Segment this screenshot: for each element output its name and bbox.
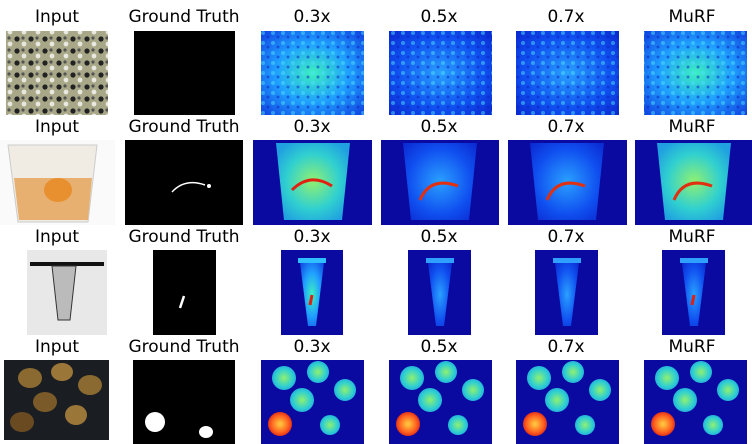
heatmap	[508, 140, 627, 225]
column-label: Input	[35, 227, 79, 247]
column-label: Input	[35, 7, 79, 27]
column-label: 0.5x	[420, 117, 457, 137]
column-label: 0.5x	[420, 227, 457, 247]
heatmap	[644, 360, 747, 444]
input-image	[6, 31, 108, 115]
row-4: Input Ground Truth 0.3x 0.5x 0.7x MuRF	[4, 337, 747, 444]
column-label: 0.3x	[293, 7, 330, 27]
ground-truth-image	[125, 140, 243, 225]
heatmap	[516, 360, 619, 444]
heatmap	[261, 360, 364, 444]
row-3: Input Ground Truth 0.3x 0.5x 0.7x MuRF	[27, 227, 725, 335]
column-label: Ground Truth	[128, 117, 239, 137]
column-label: 0.7x	[547, 117, 584, 137]
heatmap	[408, 250, 471, 335]
column-label: 0.7x	[547, 337, 584, 357]
heatmap	[662, 250, 725, 335]
heatmap	[644, 31, 747, 115]
column-label: 0.7x	[547, 7, 584, 27]
row-1: Input Ground Truth 0.3x 0.5x 0.7x MuRF	[6, 7, 747, 115]
column-label: MuRF	[668, 227, 715, 247]
input-image	[27, 250, 107, 335]
heatmap	[389, 360, 492, 444]
ground-truth-image	[133, 360, 235, 444]
heatmap	[389, 31, 492, 115]
column-label: Ground Truth	[128, 337, 239, 357]
column-label: MuRF	[668, 117, 715, 137]
column-label: Input	[35, 337, 79, 357]
page: {"rows": [ {"labels": ["Input", "Ground …	[0, 0, 752, 444]
figure: Input Ground Truth 0.3x 0.5x 0.7x MuRF I…	[0, 0, 752, 444]
heatmap	[516, 31, 619, 115]
column-label: 0.5x	[420, 337, 457, 357]
heatmap	[635, 140, 752, 225]
input-image	[4, 360, 109, 440]
column-label: MuRF	[668, 337, 715, 357]
column-label: 0.3x	[293, 227, 330, 247]
heatmap	[253, 140, 372, 225]
column-label: 0.3x	[293, 117, 330, 137]
column-label: 0.5x	[420, 7, 457, 27]
ground-truth-image	[153, 250, 216, 335]
heatmap	[281, 250, 343, 335]
input-image	[0, 140, 115, 225]
heatmap	[261, 31, 364, 115]
heatmap	[381, 140, 499, 225]
ground-truth-image	[134, 31, 235, 115]
heatmap	[535, 250, 598, 335]
row-2: Input Ground Truth 0.3x 0.5x 0.7x MuRF	[0, 117, 752, 225]
column-label: 0.3x	[293, 337, 330, 357]
column-label: MuRF	[668, 7, 715, 27]
column-label: Input	[35, 117, 79, 137]
column-label: Ground Truth	[128, 7, 239, 27]
column-label: Ground Truth	[128, 227, 239, 247]
column-label: 0.7x	[547, 227, 584, 247]
